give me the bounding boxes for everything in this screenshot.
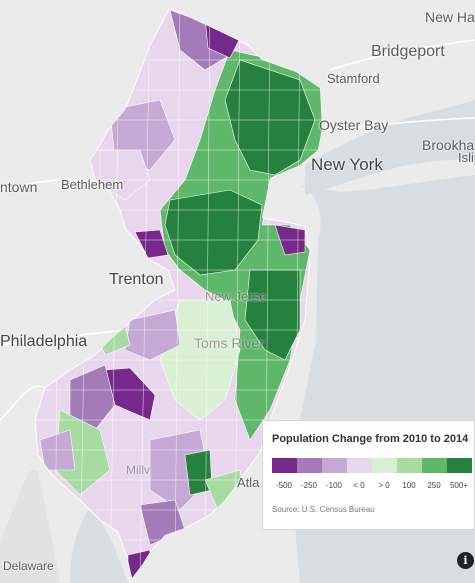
legend-label-7: 250 (427, 481, 441, 490)
delaware-bay (70, 500, 128, 583)
delaware-land (0, 470, 60, 583)
legend-label-4: < 0 (353, 481, 365, 490)
salem-loss[interactable] (69, 364, 116, 431)
legend-title: Population Change from 2010 to 2014 (272, 433, 469, 445)
legend-swatch-6 (397, 458, 422, 473)
label-philadelphia: Philadelphia (0, 333, 88, 350)
legend-swatch-4 (347, 458, 372, 473)
label-brookhaven: Brookha (422, 137, 475, 153)
legend-panel: Population Change from 2010 to 2014 -500… (262, 420, 475, 530)
label-islip: Islip (458, 150, 475, 165)
label-bridgeport: Bridgeport (371, 43, 445, 60)
legend-swatch-7 (422, 458, 447, 473)
label-stamford: Stamford (327, 71, 380, 86)
label-millville: Millv (126, 463, 150, 477)
label-toms-river: Toms River (194, 335, 265, 351)
atlantic-gain-pocket[interactable] (184, 449, 213, 496)
legend-label-8: 500+ (449, 481, 469, 490)
legend-label-1: -500 (275, 481, 292, 490)
label-allentown: ntown (0, 179, 38, 195)
legend-swatch-3 (322, 458, 347, 473)
long-island-sound (305, 100, 475, 195)
trenton-area-loss[interactable] (134, 229, 169, 259)
legend-swatch-1 (272, 458, 297, 473)
label-new-jersey: New Jerse (205, 289, 267, 304)
label-bethlehem: Bethlehem (61, 177, 124, 192)
legend-swatch-5 (372, 458, 397, 473)
label-new-haven: New Ha (425, 9, 475, 25)
label-atlantic-city: Atla (237, 475, 260, 490)
label-oyster-bay: Oyster Bay (319, 117, 389, 133)
legend-label-5: > 0 (378, 481, 390, 490)
info-icon[interactable]: i (457, 552, 474, 569)
label-new-york: New York (311, 155, 383, 174)
legend-source: Source: U.S. Census Bureau (272, 505, 375, 514)
label-trenton: Trenton (109, 271, 164, 288)
legend-swatch-2 (297, 458, 322, 473)
legend-label-3: -100 (325, 481, 342, 490)
legend-label-2: -250 (300, 481, 317, 490)
label-delaware: Delaware (3, 559, 54, 573)
legend-label-6: 100 (402, 481, 416, 490)
legend-swatch-8 (447, 458, 472, 473)
strong-gain-north[interactable] (224, 59, 316, 176)
